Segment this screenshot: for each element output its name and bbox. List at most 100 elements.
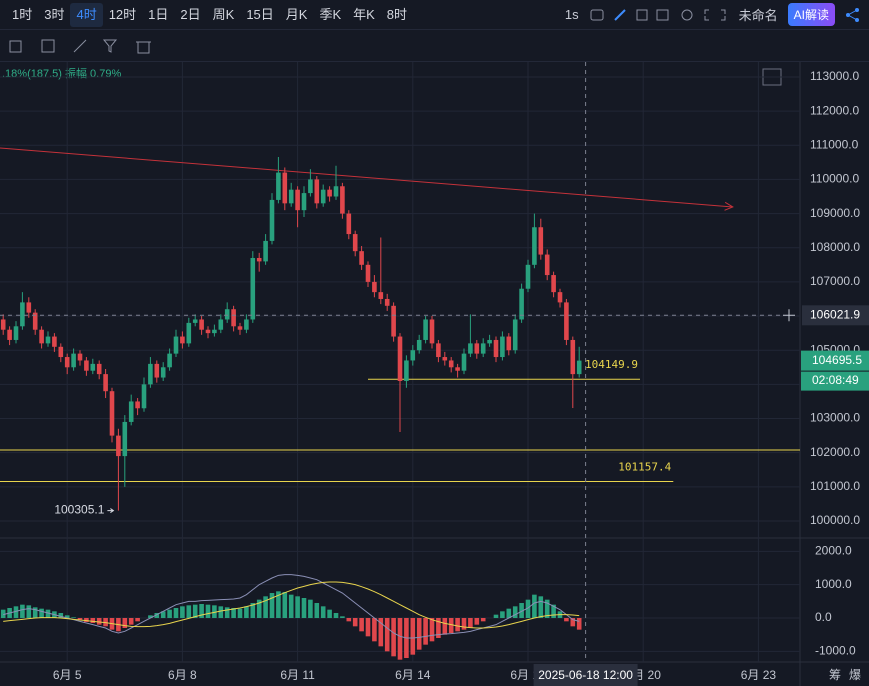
macd-bar xyxy=(564,618,569,622)
candle-body xyxy=(84,360,89,371)
candle-body xyxy=(570,339,576,375)
macd-bar xyxy=(256,599,262,618)
candle-body xyxy=(423,319,428,340)
x-tick-label: 6月 5 xyxy=(53,668,82,682)
interval-button[interactable]: 3时 xyxy=(44,6,65,22)
candle-body xyxy=(212,329,217,334)
drawing-icons[interactable] xyxy=(0,30,170,62)
macd-bar xyxy=(442,618,448,635)
candle-body xyxy=(480,343,486,354)
interval-button[interactable]: 月K xyxy=(285,6,308,22)
candle-body xyxy=(429,319,435,344)
drawing-toolbar xyxy=(0,30,869,62)
macd-bar xyxy=(314,603,320,618)
interval-button[interactable]: 1时 xyxy=(12,6,33,22)
interval-button[interactable]: 年K xyxy=(353,6,375,22)
candle-body xyxy=(544,254,550,276)
candle-body xyxy=(538,227,544,255)
candle-body xyxy=(493,339,499,358)
candle-body xyxy=(512,319,518,351)
interval-button[interactable]: 1日 xyxy=(148,6,169,22)
macd-bar xyxy=(429,618,435,642)
macd-bar xyxy=(327,609,332,618)
candle-body xyxy=(116,435,121,457)
settings-icons[interactable] xyxy=(679,7,729,23)
candle-body xyxy=(71,353,76,368)
share-icon[interactable] xyxy=(845,7,861,23)
macd-bar xyxy=(378,618,384,647)
macd-bar xyxy=(148,615,153,618)
macd-bar xyxy=(77,618,83,620)
side-tab[interactable]: 爆 xyxy=(848,668,861,682)
macd-bar xyxy=(295,596,300,618)
price-label: 106021.9 xyxy=(810,307,860,321)
macd-bar xyxy=(199,604,204,618)
y-tick-label: 113000.0 xyxy=(810,69,859,83)
interval-button[interactable]: 8时 xyxy=(386,6,408,22)
macd-bar xyxy=(340,616,345,618)
candle-body xyxy=(96,363,102,375)
candle-body xyxy=(346,213,352,235)
side-tab[interactable]: 筹 xyxy=(828,668,841,682)
tool-icons[interactable] xyxy=(589,7,669,23)
interval-button[interactable]: 12时 xyxy=(108,6,137,22)
countdown-box xyxy=(801,371,869,391)
macd-bar xyxy=(532,594,537,618)
y-tick-label: 103000.0 xyxy=(810,411,860,425)
side-tabs: 筹爆 xyxy=(829,666,861,683)
candle-body xyxy=(256,257,262,262)
macd-bar xyxy=(480,618,486,622)
candle-body xyxy=(122,421,128,457)
candle-body xyxy=(13,326,19,340)
ai-button[interactable]: AI解读 xyxy=(787,3,835,26)
candle-body xyxy=(20,302,25,327)
interval-button[interactable]: 15日 xyxy=(246,6,274,22)
seconds[interactable]: 1s xyxy=(564,7,579,22)
plus-icon xyxy=(783,309,795,322)
y-tick-label: 111000.0 xyxy=(810,137,859,151)
candle-body xyxy=(288,189,294,204)
candle-body xyxy=(64,357,70,368)
macd-bar xyxy=(397,618,403,660)
y-tick-label: 102000.0 xyxy=(810,445,860,459)
macd-bar xyxy=(128,618,134,625)
candle-body xyxy=(167,353,172,368)
macd-bar xyxy=(160,611,166,618)
candle-body xyxy=(397,336,403,381)
macd-bar xyxy=(282,592,288,618)
layout-name[interactable]: 未命名 xyxy=(738,8,778,23)
crosshair-box xyxy=(533,664,638,686)
macd-bar xyxy=(308,599,313,618)
interval-button[interactable]: 周K xyxy=(212,6,235,22)
candle-body xyxy=(141,384,147,409)
macd-bar xyxy=(410,618,416,655)
macd-bar xyxy=(506,608,512,618)
macd-bar xyxy=(365,618,371,637)
candle-body xyxy=(244,319,249,330)
macd-bar xyxy=(436,618,441,638)
macd-dea-line xyxy=(3,581,580,629)
y-tick-label: 107000.0 xyxy=(810,274,860,288)
candle-body xyxy=(231,309,236,327)
macd-bar xyxy=(39,608,44,618)
candle-body xyxy=(320,189,326,204)
intervals: 1时 3时 4时 12时 1日 2日 周K 15日 月K 季K 年K 8时 xyxy=(0,2,413,27)
interval-button[interactable]: 4时 xyxy=(70,2,103,27)
plot: 100000.0101000.0102000.0103000.0104000.0… xyxy=(0,62,869,686)
macd-bar xyxy=(192,604,198,618)
interval-button[interactable]: 季K xyxy=(319,6,342,22)
x-tick-label: 6月 11 xyxy=(280,668,315,682)
toolbar-right: 1s 未命名 AI解读 xyxy=(565,3,861,26)
candle-body xyxy=(224,309,230,320)
line-label: 104149.9 xyxy=(585,358,638,371)
candle-body xyxy=(199,319,204,330)
interval-button[interactable]: 2日 xyxy=(180,6,201,22)
y-tick-label: 0.0 xyxy=(815,610,832,624)
candle-body xyxy=(154,363,160,378)
macd-bar xyxy=(384,618,390,652)
candle-body xyxy=(448,360,454,368)
candle-body xyxy=(77,353,83,361)
candle-body xyxy=(218,319,224,330)
price-box xyxy=(802,305,869,326)
macd-bar xyxy=(71,617,76,618)
